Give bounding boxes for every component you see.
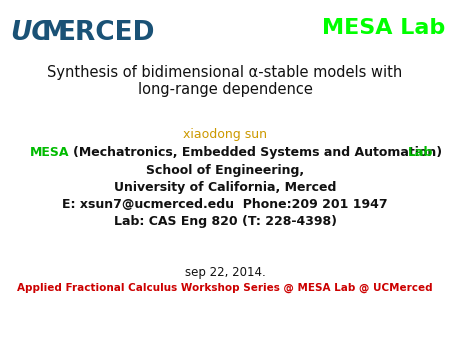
Text: Lab: CAS Eng 820 (T: 228-4398): Lab: CAS Eng 820 (T: 228-4398) xyxy=(113,215,337,228)
Text: MESA Lab: MESA Lab xyxy=(322,18,445,38)
Text: E: xsun7@ucmerced.edu  Phone:209 201 1947: E: xsun7@ucmerced.edu Phone:209 201 1947 xyxy=(62,198,388,211)
Text: xiaodong sun: xiaodong sun xyxy=(183,128,267,141)
Text: MESA: MESA xyxy=(30,146,69,159)
Text: University of California, Merced: University of California, Merced xyxy=(114,181,336,194)
Text: (Mechatronics, Embedded Systems and Automation): (Mechatronics, Embedded Systems and Auto… xyxy=(73,146,442,159)
Text: UC: UC xyxy=(10,20,51,46)
Text: Synthesis of bidimensional α-stable models with: Synthesis of bidimensional α-stable mode… xyxy=(47,65,403,80)
Text: ERCED: ERCED xyxy=(58,20,156,46)
Text: sep 22, 2014.: sep 22, 2014. xyxy=(184,266,266,279)
Text: M: M xyxy=(42,20,68,46)
Text: long-range dependence: long-range dependence xyxy=(138,82,312,97)
Text: Lab: Lab xyxy=(408,146,433,159)
Text: Applied Fractional Calculus Workshop Series @ MESA Lab @ UCMerced: Applied Fractional Calculus Workshop Ser… xyxy=(17,283,433,293)
Text: School of Engineering,: School of Engineering, xyxy=(146,164,304,177)
